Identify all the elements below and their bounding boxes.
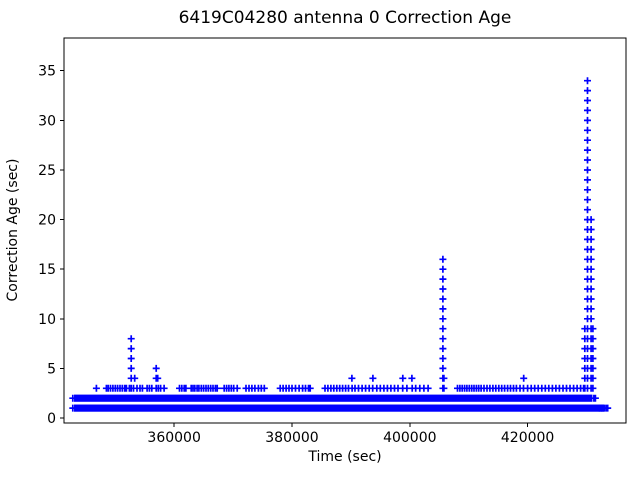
scatter-series-correction-age [69, 77, 612, 412]
x-tick-label: 360000 [147, 430, 200, 446]
x-axis-label: Time (sec) [307, 449, 381, 465]
plot-area [63, 37, 627, 424]
y-tick-label: 5 [47, 361, 56, 377]
y-tick-label: 10 [38, 312, 56, 328]
marker-band-y2 [74, 394, 593, 402]
y-tick-label: 15 [38, 262, 56, 278]
y-tick-label: 20 [38, 213, 56, 229]
x-tick-label: 400000 [383, 430, 436, 446]
y-tick-label: 0 [47, 411, 56, 427]
marker-band-y1 [74, 404, 605, 412]
x-tick-label: 420000 [501, 430, 554, 446]
chart-title: 6419C04280 antenna 0 Correction Age [179, 8, 512, 28]
x-axis-ticks: 360000 380000 400000 420000 [147, 423, 554, 446]
y-axis-label: Correction Age (sec) [5, 159, 21, 302]
y-tick-label: 30 [38, 113, 56, 129]
y-axis-ticks: 0 5 10 15 20 25 30 35 [38, 64, 64, 427]
y-tick-label: 35 [38, 64, 56, 80]
y-tick-label: 25 [38, 163, 56, 179]
plus-markers [69, 77, 612, 412]
x-tick-label: 380000 [265, 430, 318, 446]
